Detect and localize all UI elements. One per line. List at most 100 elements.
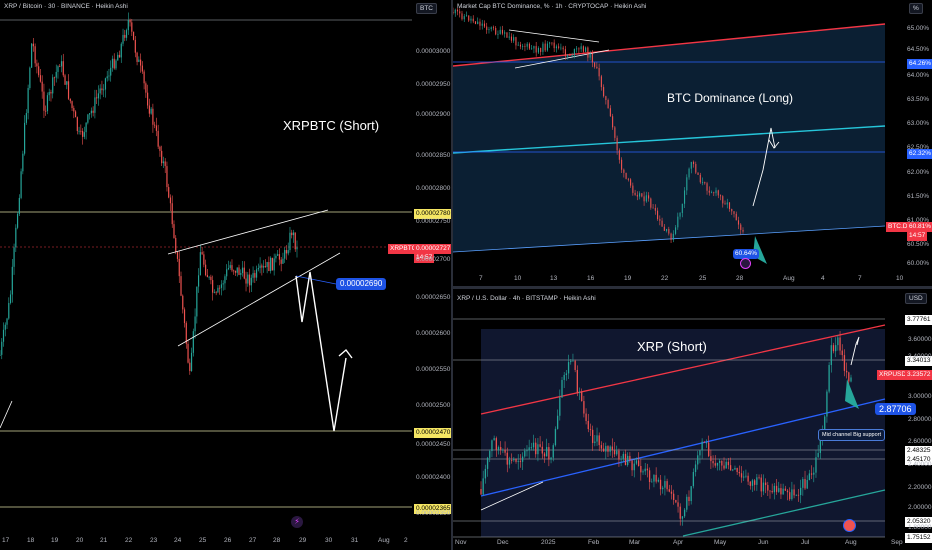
xrpusd-candle (817, 452, 819, 458)
xrpbtc-x-tick: 17 (2, 537, 10, 544)
xrpbtc-candle (64, 75, 66, 85)
btc-dominance-candle (742, 229, 744, 232)
xrpbtc-chart-canvas[interactable] (0, 0, 451, 550)
xrpbtc-projection-arrowhead (338, 348, 353, 359)
xrpbtc-candle (50, 91, 52, 94)
btc-dominance-candle (701, 182, 704, 183)
btc-dominance-candle (715, 190, 717, 194)
btc-dominance-candle (551, 42, 553, 44)
xrpusd-y-tick: 1.80000 (908, 524, 932, 531)
xrpusd-candle (607, 446, 609, 452)
xrpusd-candle (543, 453, 546, 457)
xrpbtc-chart-panel[interactable]: XRP / Bitcoin · 30 · BINANCE · Heikin As… (0, 0, 451, 550)
btc-dominance-candle (519, 44, 521, 47)
xrpusd-candle (810, 473, 813, 475)
xrpbtc-unit-button[interactable]: BTC (416, 3, 437, 14)
xrpusd-early-trend (480, 481, 544, 511)
xrpusd-candle (552, 445, 554, 458)
indicator-icon[interactable] (740, 258, 751, 269)
btc-dominance-chart-panel[interactable]: Market Cap BTC Dominance, % · 1h · CRYPT… (453, 0, 932, 286)
xrpusd-candle (808, 473, 811, 481)
xrpusd-channel-top (480, 324, 886, 415)
xrpbtc-candle (145, 83, 147, 93)
xrpbtc-candle (87, 114, 89, 123)
xrpbtc-candle (231, 265, 233, 271)
xrpusd-support-callout[interactable]: Mid channel Big support (818, 429, 886, 441)
btc-dominance-candle (598, 68, 600, 77)
xrpusd-candle (839, 337, 841, 351)
xrpusd-candle (585, 413, 587, 421)
xrpbtc-candle (27, 88, 29, 114)
xrpusd-candle (773, 485, 776, 493)
xrpbtc-candle (241, 267, 244, 274)
btc-dominance-candle (659, 219, 661, 221)
xrpusd-level-label-5: 2.05320 (905, 517, 932, 527)
xrpbtc-candle (294, 232, 296, 250)
xrpbtc-candle (46, 95, 49, 112)
lightning-icon[interactable]: ⚡ (291, 516, 303, 528)
xrpbtc-symbol-tag: XRPBTC (388, 244, 419, 254)
xrpbtc-candle (96, 97, 98, 99)
xrpbtc-candle (282, 258, 284, 264)
xrpbtc-candle (194, 316, 196, 332)
xrpusd-candle (694, 464, 697, 473)
xrpbtc-candle (206, 275, 208, 278)
xrpbtc-target-label[interactable]: 0.00002690 (336, 278, 387, 290)
panel-divider-vertical[interactable] (451, 0, 453, 550)
xrpusd-target-label[interactable]: 2.87706 (875, 403, 916, 415)
xrpusd-candle (624, 453, 627, 466)
xrpusd-chart-canvas[interactable] (453, 289, 932, 550)
xrpusd-candle (749, 481, 751, 486)
btc-dominance-candle (454, 9, 456, 14)
xrpusd-chart-panel[interactable]: XRP / U.S. Dollar · 4h · BITSTAMP · Heik… (453, 289, 932, 550)
xrpusd-unit-button[interactable]: USD (905, 293, 927, 304)
xrpbtc-y-tick: 0.00003000 (416, 48, 451, 55)
xrpusd-candle (541, 446, 543, 454)
btc-dominance-candle (607, 100, 609, 109)
xrpbtc-candle (20, 171, 22, 198)
xrpusd-candle (692, 472, 695, 487)
xrpusd-x-tick: May (714, 539, 727, 546)
xrpusd-candle (635, 460, 638, 464)
xrpbtc-candle (178, 258, 180, 277)
btc-dominance-candle (733, 211, 735, 214)
xrpbtc-candle (187, 343, 189, 363)
btc-dominance-x-tick: 13 (550, 275, 558, 282)
xrpusd-candle (535, 442, 537, 455)
xrpbtc-candle (166, 166, 168, 188)
xrpusd-candle (611, 446, 614, 451)
btc-dominance-level-label-lower: 62.32% (907, 149, 932, 159)
btc-dominance-candle (695, 164, 697, 173)
btc-dominance-candle (697, 172, 699, 175)
xrpbtc-candle (263, 266, 265, 268)
xrpusd-candle (668, 489, 670, 492)
btc-dominance-chart-canvas[interactable] (453, 0, 932, 286)
btc-dominance-candle (722, 196, 724, 204)
xrpusd-candle (524, 450, 526, 457)
xrpusd-level-label-6: 1.75152 (905, 533, 932, 543)
xrpusd-candle (710, 456, 712, 462)
xrpusd-candle (780, 488, 782, 495)
btc-dominance-candle (621, 159, 623, 170)
xrpusd-x-tick: Jul (801, 539, 810, 546)
xrpbtc-candle (148, 105, 150, 114)
flag-icon[interactable] (843, 519, 856, 532)
xrpbtc-candle (190, 352, 193, 371)
btc-dominance-low-bubble[interactable]: 60.64% (733, 249, 760, 259)
btc-dominance-candle (553, 42, 555, 49)
btc-dominance-candle (654, 207, 656, 211)
xrpbtc-candle (292, 232, 295, 236)
xrpusd-level-label-4: 2.45170 (905, 455, 932, 465)
xrpbtc-y-tick: 0.00002650 (416, 294, 451, 301)
btc-dominance-candle (699, 174, 701, 183)
xrpusd-candle (771, 491, 773, 493)
btc-dominance-y-tick: 61.50% (907, 193, 930, 200)
xrpusd-candle (605, 446, 607, 452)
xrpbtc-candle (138, 59, 140, 62)
btc-dominance-unit-button[interactable]: % (909, 3, 923, 14)
xrpbtc-candle (31, 43, 33, 68)
btc-dominance-candle (560, 47, 562, 49)
btc-dominance-candle (630, 179, 632, 186)
panel-divider-horizontal[interactable] (453, 286, 932, 289)
xrpbtc-candle (69, 98, 71, 102)
